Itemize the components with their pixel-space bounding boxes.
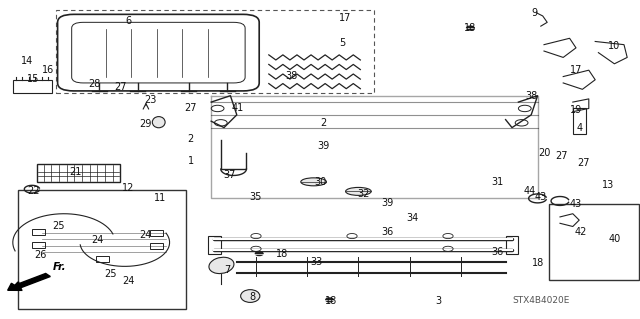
Text: 24: 24 bbox=[140, 230, 152, 241]
Text: 17: 17 bbox=[339, 12, 352, 23]
Text: 38: 38 bbox=[525, 91, 538, 101]
Ellipse shape bbox=[152, 116, 165, 128]
Text: 14: 14 bbox=[21, 56, 34, 66]
Text: 27: 27 bbox=[556, 151, 568, 161]
FancyArrow shape bbox=[8, 273, 51, 290]
Text: 8: 8 bbox=[250, 292, 256, 302]
Circle shape bbox=[326, 298, 333, 302]
Text: 18: 18 bbox=[324, 296, 337, 307]
Text: 2: 2 bbox=[188, 134, 194, 144]
Ellipse shape bbox=[301, 178, 326, 186]
Text: Fr.: Fr. bbox=[52, 262, 66, 272]
Text: 25: 25 bbox=[104, 269, 116, 279]
Text: 21: 21 bbox=[69, 167, 82, 177]
Text: 20: 20 bbox=[538, 148, 550, 158]
Text: 24: 24 bbox=[91, 235, 104, 245]
Text: 36: 36 bbox=[492, 247, 504, 257]
Text: 2: 2 bbox=[320, 118, 326, 128]
Text: 16: 16 bbox=[42, 64, 54, 75]
Text: 42: 42 bbox=[575, 227, 588, 237]
Text: 27: 27 bbox=[577, 158, 590, 168]
Text: 29: 29 bbox=[140, 119, 152, 130]
Text: 19: 19 bbox=[570, 105, 582, 115]
Bar bbox=[150, 230, 163, 236]
Text: 6: 6 bbox=[125, 16, 131, 26]
Text: 18: 18 bbox=[275, 249, 288, 259]
Text: 41: 41 bbox=[232, 103, 244, 113]
Bar bbox=[37, 164, 120, 182]
Bar bbox=[13, 80, 52, 93]
Text: 1: 1 bbox=[188, 156, 194, 166]
Bar bbox=[32, 229, 45, 235]
Text: 28: 28 bbox=[88, 78, 101, 89]
Text: 43: 43 bbox=[534, 192, 547, 202]
Ellipse shape bbox=[241, 290, 260, 302]
Text: 4: 4 bbox=[576, 122, 582, 133]
Text: 31: 31 bbox=[492, 177, 504, 188]
Text: 17: 17 bbox=[570, 65, 582, 75]
Text: 18: 18 bbox=[464, 23, 477, 33]
Text: 12: 12 bbox=[122, 183, 134, 193]
Text: 39: 39 bbox=[381, 197, 394, 208]
Circle shape bbox=[467, 26, 474, 30]
Bar bbox=[56, 10, 374, 93]
Bar bbox=[32, 242, 45, 248]
Text: STX4B4020E: STX4B4020E bbox=[512, 296, 570, 305]
Text: 25: 25 bbox=[52, 221, 65, 232]
Text: 40: 40 bbox=[608, 234, 621, 244]
Text: 10: 10 bbox=[608, 41, 621, 51]
Bar bbox=[506, 236, 518, 254]
Text: 30: 30 bbox=[314, 177, 326, 188]
Text: 37: 37 bbox=[223, 170, 236, 180]
Bar bbox=[18, 190, 186, 309]
Text: 22: 22 bbox=[27, 186, 40, 196]
Text: 11: 11 bbox=[154, 193, 166, 203]
Text: 43: 43 bbox=[570, 198, 582, 209]
Text: 27: 27 bbox=[184, 103, 197, 113]
Text: 38: 38 bbox=[285, 71, 298, 81]
Bar bbox=[96, 256, 109, 262]
Text: 36: 36 bbox=[381, 227, 394, 237]
Text: 18: 18 bbox=[531, 258, 544, 268]
Bar bbox=[549, 204, 639, 280]
Text: 33: 33 bbox=[310, 257, 323, 267]
Circle shape bbox=[255, 252, 263, 256]
Text: 26: 26 bbox=[34, 250, 47, 260]
Ellipse shape bbox=[346, 188, 371, 195]
Text: 24: 24 bbox=[122, 276, 134, 286]
Text: 27: 27 bbox=[114, 82, 127, 92]
Text: 39: 39 bbox=[317, 141, 330, 151]
Text: 35: 35 bbox=[250, 192, 262, 202]
Text: 3: 3 bbox=[435, 296, 442, 307]
Text: 34: 34 bbox=[406, 212, 419, 223]
Bar bbox=[208, 236, 221, 254]
Text: 15: 15 bbox=[27, 74, 40, 84]
Text: 32: 32 bbox=[357, 189, 370, 199]
Text: 5: 5 bbox=[339, 38, 346, 48]
Bar bbox=[150, 243, 163, 249]
Ellipse shape bbox=[209, 257, 234, 274]
Text: 9: 9 bbox=[531, 8, 538, 18]
Text: 13: 13 bbox=[602, 180, 614, 190]
Text: 7: 7 bbox=[224, 264, 230, 275]
Bar bbox=[573, 108, 586, 134]
Text: 44: 44 bbox=[524, 186, 536, 196]
Text: 23: 23 bbox=[144, 94, 157, 105]
